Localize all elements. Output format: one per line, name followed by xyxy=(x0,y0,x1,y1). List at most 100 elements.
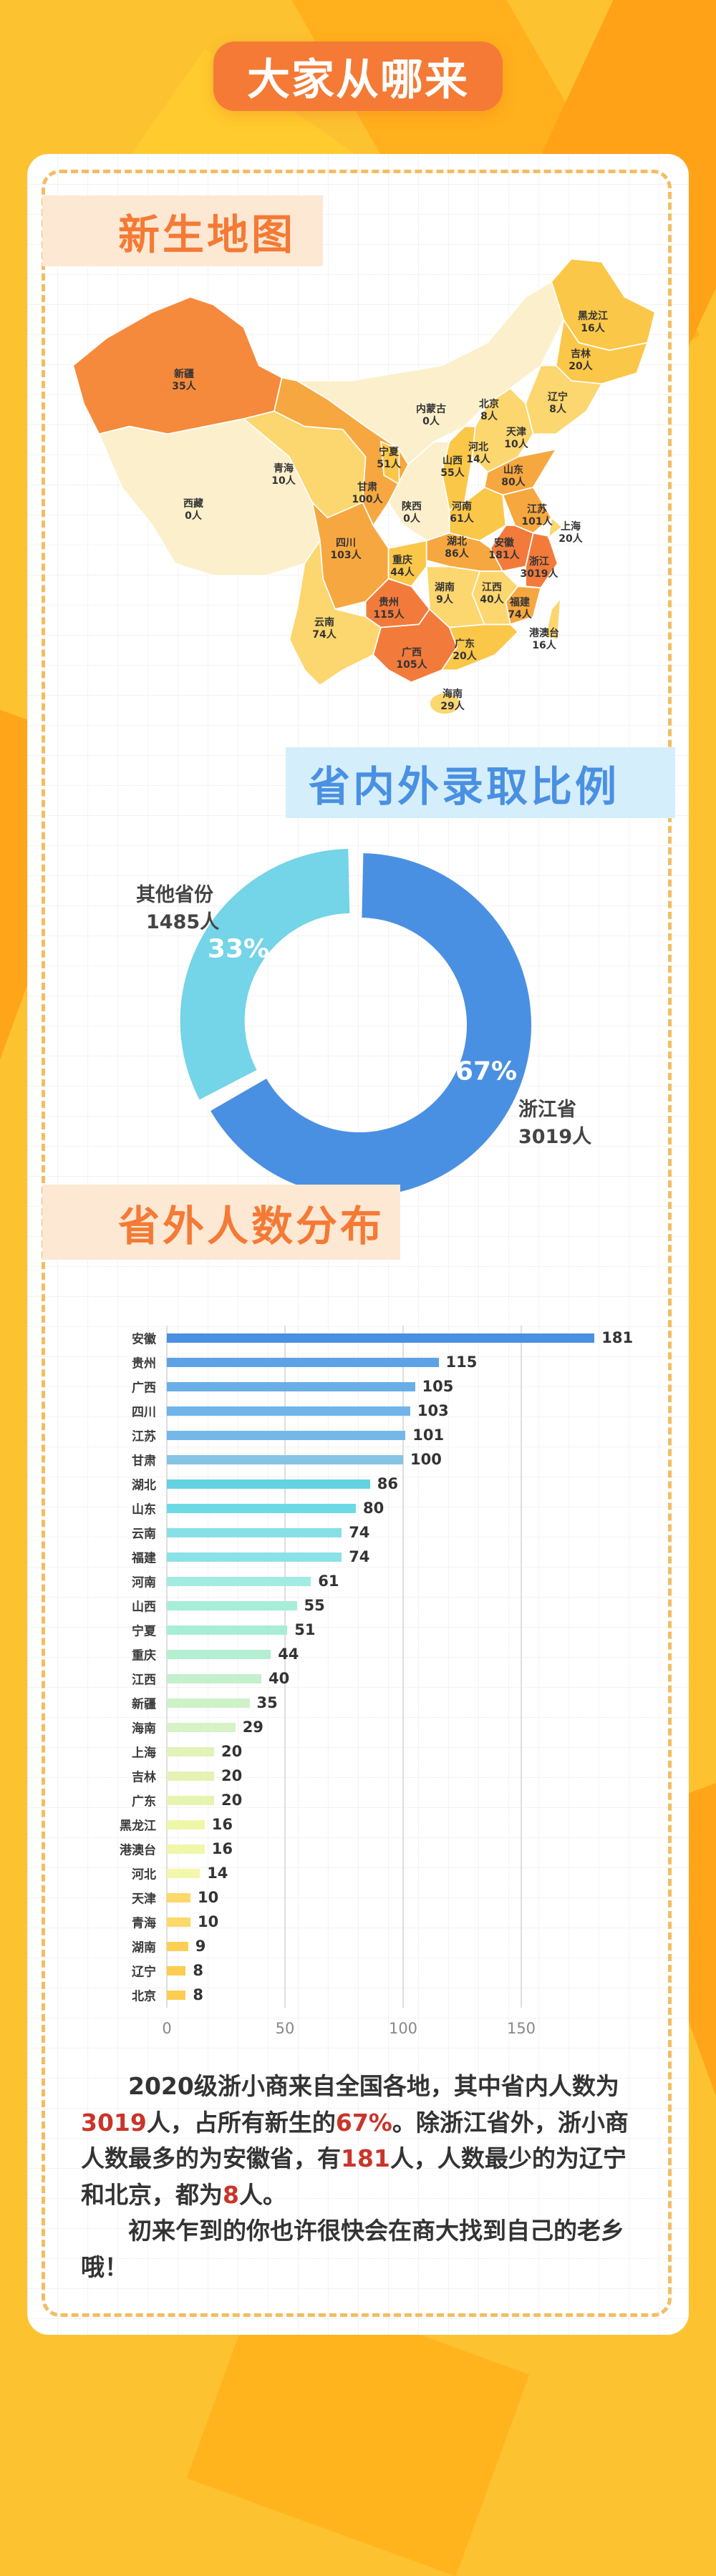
province-新疆 xyxy=(72,296,283,435)
province-name: 福建 xyxy=(509,597,530,608)
slice-count: 3019人 xyxy=(518,1126,592,1148)
province-count: 8人 xyxy=(549,404,566,415)
province-count: 14人 xyxy=(466,454,490,465)
province-海南 xyxy=(429,692,461,715)
province-count: 10人 xyxy=(271,475,296,487)
highlight-number: 67% xyxy=(335,2108,392,2137)
province-港澳台 xyxy=(544,596,562,641)
province-count: 0人 xyxy=(422,416,440,427)
summary-paragraph-1: 2020级浙小商来自全国各地，其中省内人数为 3019人，占所有新生的67%。除浙… xyxy=(81,2069,643,2213)
map-label: 甘肃 100人 xyxy=(352,482,382,506)
province-name: 辽宁 xyxy=(548,392,568,403)
map-label: 河北 14人 xyxy=(466,442,490,466)
slice-name: 浙江省 xyxy=(518,1099,576,1121)
donut-chart xyxy=(180,848,531,1197)
map-label: 山东 80人 xyxy=(501,465,525,489)
map-title-text: 新生地图 xyxy=(118,210,296,259)
map-label: 新疆 35人 xyxy=(172,369,195,393)
province-name: 浙江 xyxy=(529,556,549,568)
donut-slice-other xyxy=(180,848,350,1100)
province-count: 29人 xyxy=(440,701,465,712)
province-name: 新疆 xyxy=(173,369,194,380)
province-name: 山东 xyxy=(503,465,523,476)
distribution-title-text: 省外人数分布 xyxy=(118,1201,385,1250)
map-label: 内蒙古 0人 xyxy=(416,404,446,428)
summary-paragraph-2: 初来乍到的你也许很快会在商大找到自己的老乡哦！ xyxy=(81,2217,624,2281)
province-count: 9人 xyxy=(436,594,453,606)
summary-text-segment: 2020级浙小商来自全国各地，其中省内人数为 xyxy=(128,2072,619,2100)
province-name: 河南 xyxy=(451,501,472,512)
map-label: 辽宁 8人 xyxy=(548,392,568,416)
summary-text: 2020级浙小商来自全国各地，其中省内人数为 3019人，占所有新生的67%。除浙… xyxy=(81,2069,643,2285)
slice-label-zhejiang: 浙江省 3019人 xyxy=(518,1097,591,1151)
province-count: 55人 xyxy=(440,467,465,479)
slice-count: 1485人 xyxy=(146,911,220,933)
map-label: 广东 20人 xyxy=(453,638,476,663)
province-name: 吉林 xyxy=(570,349,591,360)
province-重庆 xyxy=(387,540,427,588)
province-name: 云南 xyxy=(314,617,334,628)
donut-slice-zhejiang xyxy=(211,853,531,1197)
province-name: 甘肃 xyxy=(357,482,377,493)
province-name: 西藏 xyxy=(183,498,203,510)
map-label: 重庆 44人 xyxy=(390,555,414,579)
map-label: 贵州 115人 xyxy=(373,597,404,621)
province-count: 86人 xyxy=(445,548,469,560)
province-name: 宁夏 xyxy=(378,447,399,458)
ratio-section-title: 省内外录取比例 xyxy=(286,747,675,818)
map-label: 西藏 0人 xyxy=(183,498,203,523)
province-name: 山西 xyxy=(442,455,463,467)
province-name: 贵州 xyxy=(378,597,399,608)
province-name: 广东 xyxy=(454,638,475,650)
province-count: 16人 xyxy=(581,323,605,334)
province-count: 0人 xyxy=(185,510,202,522)
map-label: 广西 105人 xyxy=(396,647,427,671)
province-count: 8人 xyxy=(480,411,498,422)
highlight-number: 3019 xyxy=(81,2108,147,2137)
map-label: 陕西 0人 xyxy=(402,501,422,525)
map-label: 安徽 181人 xyxy=(488,538,519,562)
map-label: 北京 8人 xyxy=(479,399,499,423)
slice-percent-other: 33% xyxy=(207,934,270,964)
map-label: 河南 61人 xyxy=(450,501,473,525)
province-name: 黑龙江 xyxy=(578,311,608,322)
map-label: 上海 20人 xyxy=(558,521,582,545)
province-name: 河北 xyxy=(468,442,488,453)
province-黑龙江 xyxy=(551,258,656,351)
province-count: 181人 xyxy=(488,550,520,561)
map-label: 吉林 20人 xyxy=(569,349,592,373)
province-内蒙古 xyxy=(294,281,565,466)
map-label: 黑龙江 16人 xyxy=(578,311,608,335)
province-count: 10人 xyxy=(504,439,528,450)
map-label: 湖北 86人 xyxy=(445,536,468,560)
province-name: 湖南 xyxy=(435,582,455,593)
slice-label-other: 其他省份 1485人 xyxy=(136,882,219,936)
province-count: 80人 xyxy=(501,477,526,488)
map-label: 浙江 3019人 xyxy=(521,556,558,580)
province-name: 海南 xyxy=(442,689,463,700)
summary-text-segment: 人，人数最少的为辽宁和北京，都为 xyxy=(81,2144,626,2209)
province-count: 16人 xyxy=(532,640,556,651)
map-label: 港澳台 16人 xyxy=(529,628,559,652)
province-count: 74人 xyxy=(312,629,337,641)
province-name: 上海 xyxy=(560,521,581,533)
province-count: 74人 xyxy=(508,609,532,621)
highlight-number: 8 xyxy=(223,2180,239,2209)
province-河北 xyxy=(471,387,534,473)
province-count: 100人 xyxy=(352,494,383,505)
province-上海 xyxy=(547,516,563,540)
province-name: 青海 xyxy=(273,463,294,475)
map-label: 云南 74人 xyxy=(312,617,336,641)
province-name: 港澳台 xyxy=(529,628,559,639)
province-name: 内蒙古 xyxy=(416,404,446,415)
province-count: 103人 xyxy=(330,550,362,561)
province-name: 北京 xyxy=(479,399,499,410)
province-河南 xyxy=(448,486,507,542)
province-name: 重庆 xyxy=(392,555,412,566)
map-label: 天津 10人 xyxy=(504,427,528,451)
province-count: 105人 xyxy=(396,659,427,671)
province-name: 安徽 xyxy=(493,538,514,549)
map-label: 青海 10人 xyxy=(271,463,295,487)
province-count: 101人 xyxy=(521,516,553,528)
province-count: 0人 xyxy=(403,513,420,525)
